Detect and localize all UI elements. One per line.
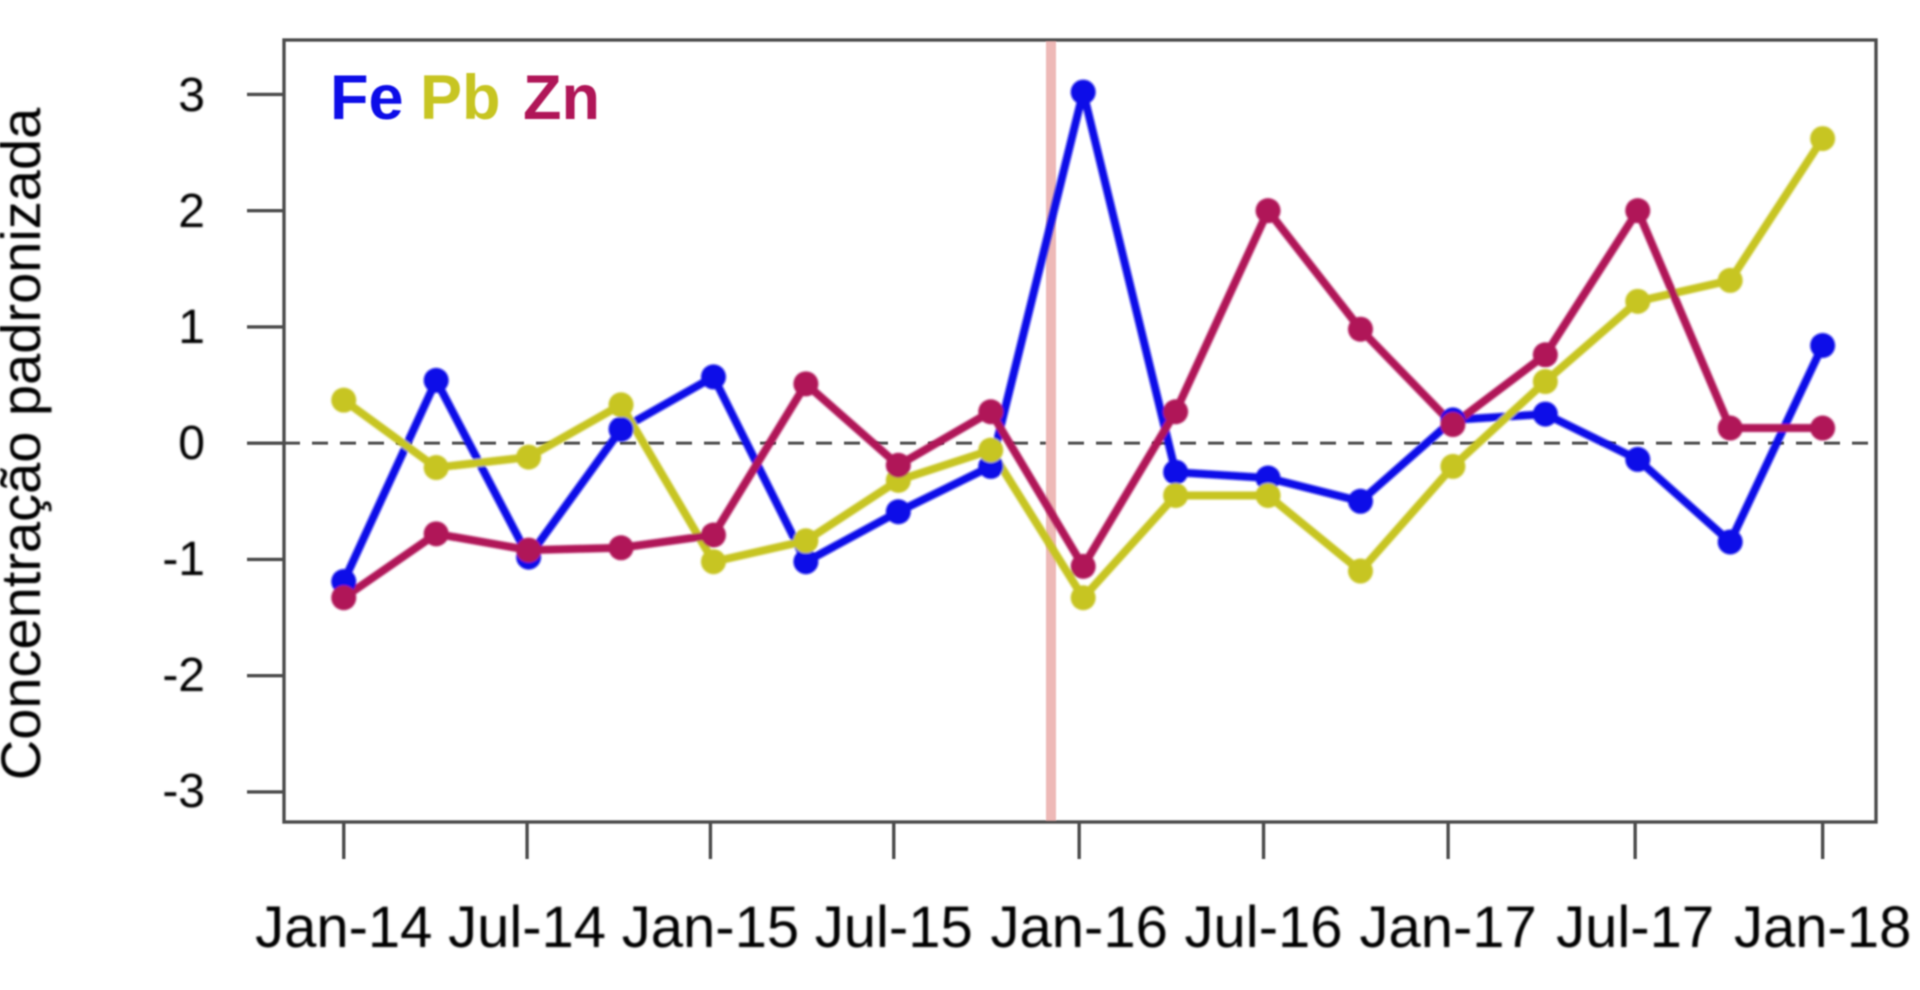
svg-text:Jul-14: Jul-14 <box>448 895 606 960</box>
svg-text:Jul-15: Jul-15 <box>815 895 973 960</box>
svg-text:Jan-15: Jan-15 <box>622 895 799 960</box>
svg-text:-3: -3 <box>162 765 205 818</box>
svg-text:Fe: Fe <box>330 63 404 133</box>
svg-text:Zn: Zn <box>523 63 600 133</box>
svg-text:Jan-17: Jan-17 <box>1359 895 1536 960</box>
svg-text:Pb: Pb <box>420 63 501 133</box>
svg-text:Jan-16: Jan-16 <box>990 895 1167 960</box>
svg-text:Concentração padronizada: Concentração padronizada <box>0 107 52 780</box>
svg-text:-1: -1 <box>162 533 205 586</box>
svg-text:-2: -2 <box>162 649 205 702</box>
svg-text:Jan-18: Jan-18 <box>1734 895 1911 960</box>
svg-text:Jul-16: Jul-16 <box>1185 895 1343 960</box>
svg-text:0: 0 <box>178 417 205 470</box>
svg-text:Jul-17: Jul-17 <box>1556 895 1714 960</box>
svg-text:3: 3 <box>178 69 205 122</box>
svg-text:2: 2 <box>178 185 205 238</box>
svg-text:Jan-14: Jan-14 <box>255 895 432 960</box>
svg-text:1: 1 <box>178 301 205 354</box>
